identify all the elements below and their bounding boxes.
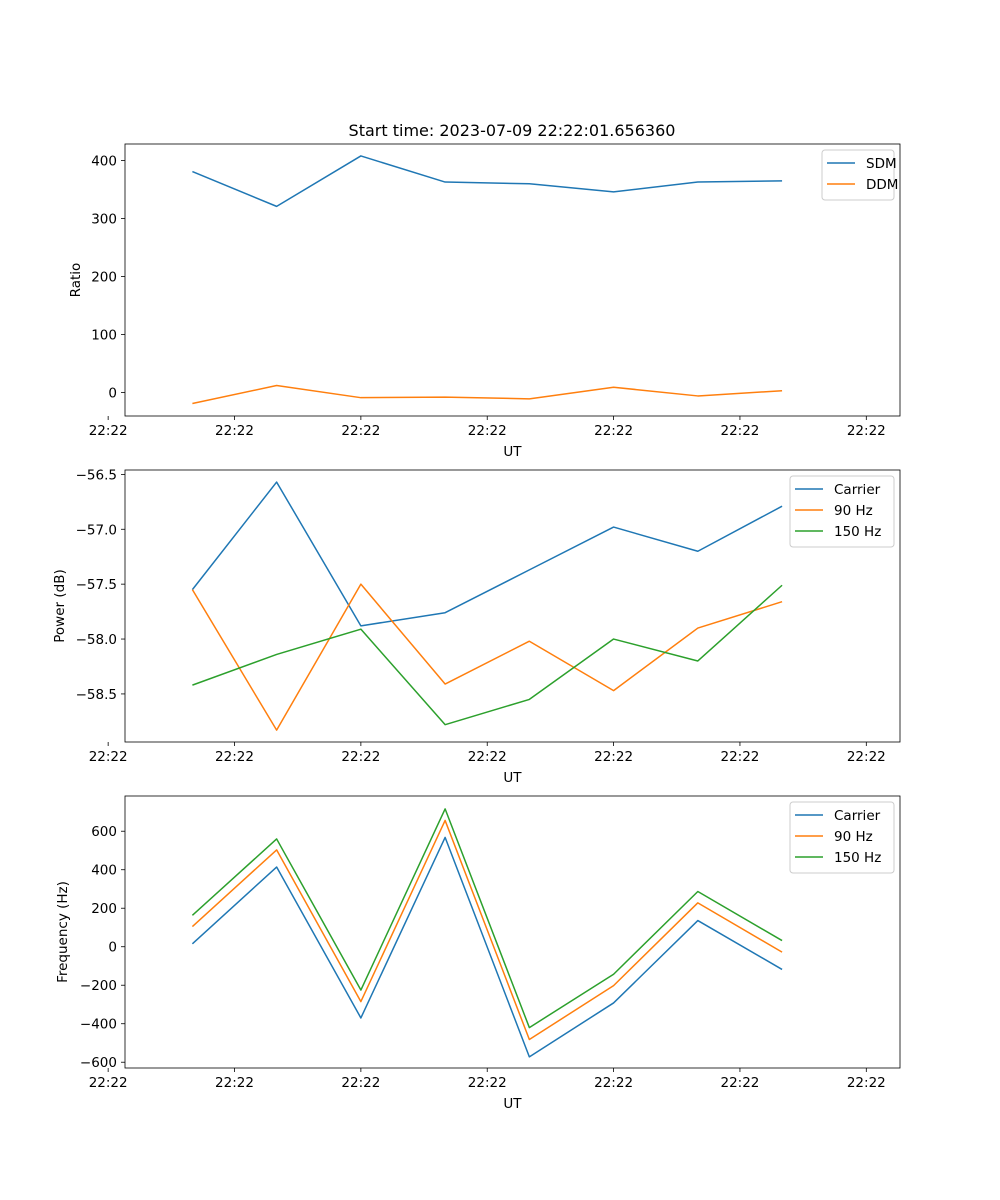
frequency-legend-label: Carrier <box>834 808 881 824</box>
frequency-legend-box <box>789 801 895 874</box>
frequency-x-tick-label: 22:22 <box>468 1075 507 1091</box>
frequency-legend-label: 90 Hz <box>834 829 873 845</box>
frequency-x-tick-label: 22:22 <box>341 1075 380 1091</box>
power-x-tick-label: 22:22 <box>341 749 380 765</box>
frequency-y-tick-label: −400 <box>80 1017 117 1033</box>
ratio-axes-frame <box>124 143 901 417</box>
ratio-legend-label: DDM <box>866 177 898 193</box>
frequency-y-tick-label: −600 <box>80 1055 117 1071</box>
frequency-x-tick-label: 22:22 <box>720 1075 759 1091</box>
power-legend-label: 150 Hz <box>834 524 881 540</box>
ratio-x-tick-label: 22:22 <box>341 423 380 439</box>
ratio-x-tick-label: 22:22 <box>847 423 886 439</box>
frequency-axes-frame <box>124 795 901 1069</box>
power-legend: Carrier 90 Hz 150 Hz <box>789 475 895 548</box>
ratio-x-tick-label: 22:22 <box>468 423 507 439</box>
ratio-legend-label: SDM <box>866 156 897 172</box>
frequency-y-axis-label: Frequency (Hz) <box>55 881 71 983</box>
power-x-tick-label: 22:22 <box>720 749 759 765</box>
frequency-legend-label: 150 Hz <box>834 850 881 866</box>
ratio-y-tick-label: 200 <box>91 270 117 286</box>
ratio-series-sdm <box>192 155 783 208</box>
ratio-series-ddm <box>192 384 783 405</box>
power-y-tick-label: −58.0 <box>76 632 117 648</box>
power-x-tick-label: 22:22 <box>215 749 254 765</box>
power-x-tick-label: 22:22 <box>594 749 633 765</box>
ratio-y-tick-label: 0 <box>108 385 117 401</box>
power-legend-box <box>789 475 895 548</box>
ratio-y-axis-label: Ratio <box>68 263 84 298</box>
frequency-x-tick-label: 22:22 <box>89 1075 128 1091</box>
power-y-tick-label: −56.5 <box>76 467 117 483</box>
ratio-legend: SDM DDM <box>821 149 898 201</box>
chart-title: Start time: 2023-07-09 22:22:01.656360 <box>349 121 676 140</box>
frequency-y-tick-label: 600 <box>91 824 117 840</box>
frequency-series-carrier <box>191 836 783 1058</box>
power-y-tick-label: −58.5 <box>76 687 117 703</box>
ratio-y-tick-label: 400 <box>91 154 117 170</box>
power-series-carrier <box>191 481 783 627</box>
power-y-axis-label: Power (dB) <box>52 569 68 642</box>
frequency-x-axis-label: UT <box>503 1096 522 1112</box>
frequency-series-150-hz <box>191 808 783 1029</box>
power-x-axis-label: UT <box>503 770 522 786</box>
frequency-x-tick-label: 22:22 <box>847 1075 886 1091</box>
frequency-panel: 22:22 22:22 22:22 22:22 22:22 22:22 22:22 −600 −… <box>55 795 901 1112</box>
power-y-tick-label: −57.0 <box>76 522 117 538</box>
frequency-y-tick-label: 200 <box>91 901 117 917</box>
power-legend-label: 90 Hz <box>834 503 873 519</box>
ratio-x-tick-label: 22:22 <box>594 423 633 439</box>
frequency-x-tick-label: 22:22 <box>215 1075 254 1091</box>
power-x-tick-label: 22:22 <box>89 749 128 765</box>
power-y-tick-label: −57.5 <box>76 577 117 593</box>
frequency-x-tick-label: 22:22 <box>594 1075 633 1091</box>
frequency-legend: Carrier 90 Hz 150 Hz <box>789 801 895 874</box>
power-axes-frame <box>124 469 901 743</box>
ratio-x-tick-label: 22:22 <box>89 423 128 439</box>
power-panel: 22:22 22:22 22:22 22:22 22:22 22:22 22:22 −58.5… <box>52 467 901 786</box>
power-legend-label: Carrier <box>834 482 881 498</box>
ratio-x-axis-label: UT <box>503 444 522 460</box>
ratio-x-tick-label: 22:22 <box>215 423 254 439</box>
ratio-y-tick-label: 100 <box>91 327 117 343</box>
power-x-tick-label: 22:22 <box>468 749 507 765</box>
ratio-y-tick-label: 300 <box>91 212 117 228</box>
power-series-90-hz <box>191 583 783 731</box>
ratio-panel: 22:22 22:22 22:22 22:22 22:22 22:22 22:22 0 100 2… <box>68 143 901 460</box>
power-x-tick-label: 22:22 <box>847 749 886 765</box>
frequency-y-tick-label: −200 <box>80 978 117 994</box>
frequency-y-tick-label: 400 <box>91 863 117 879</box>
power-series-150-hz <box>192 584 783 726</box>
frequency-y-tick-label: 0 <box>108 940 117 956</box>
ratio-x-tick-label: 22:22 <box>720 423 759 439</box>
frequency-series-90-hz <box>191 819 783 1041</box>
